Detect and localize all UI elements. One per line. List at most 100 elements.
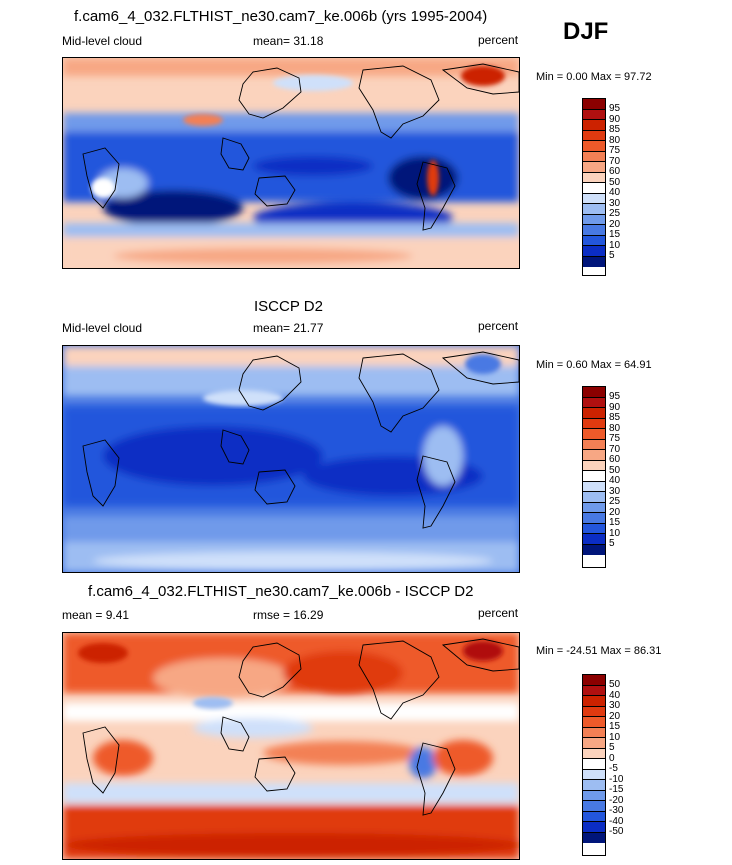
colorbar-swatch: [583, 225, 605, 236]
isccp-cloud-map: [62, 345, 520, 573]
colorbar-swatch: [583, 130, 605, 141]
colorbar-label: 50: [609, 464, 621, 476]
colorbar-label: -40: [609, 815, 624, 827]
colorbar-label: 80: [609, 422, 621, 434]
colorbar-label: -50: [609, 826, 624, 837]
colorbar-swatch: [583, 141, 605, 152]
colorbar-label: 5: [609, 538, 615, 549]
colorbar-swatch: [583, 418, 605, 429]
colorbar-swatch: [583, 769, 605, 780]
panel3-units-label: percent: [478, 606, 519, 620]
colorbar-label: 80: [609, 134, 621, 146]
colorbar-swatch: [583, 151, 605, 162]
colorbar-swatch: [583, 450, 605, 461]
colorbar-swatch: [583, 256, 605, 267]
panel3-rmse-label: rmse = 16.29: [253, 608, 324, 622]
panel1-minmax: Min = 0.00 Max = 97.72: [536, 71, 652, 83]
colorbar-label: 30: [609, 197, 621, 209]
colorbar-label: 15: [609, 517, 621, 528]
colorbar-swatch: [583, 832, 605, 843]
colorbar-swatch: [583, 439, 605, 450]
colorbar-swatch: [583, 471, 605, 482]
colorbar-label: 75: [609, 433, 621, 444]
difference-map: [62, 632, 520, 860]
colorbar-swatch: [583, 204, 605, 215]
colorbar-swatch: [583, 397, 605, 408]
colorbar-label: 20: [609, 218, 621, 230]
colorbar-label: 40: [609, 475, 621, 486]
colorbar-label: 40: [609, 187, 621, 198]
colorbar-label: 10: [609, 731, 621, 743]
colorbar-swatch: [583, 481, 605, 492]
colorbar-swatch: [583, 759, 605, 770]
colorbar-label: -15: [609, 784, 624, 795]
colorbar-label: 15: [609, 229, 621, 240]
colorbar-swatch: [583, 109, 605, 120]
model-cloud-map: [62, 57, 520, 269]
colorbar-label: 5: [609, 250, 615, 261]
isccp-colorbar: [582, 386, 606, 568]
figure-title: f.cam6_4_032.FLTHIST_ne30.cam7_ke.006b (…: [74, 8, 488, 25]
colorbar-label: 10: [609, 527, 621, 539]
colorbar-label: 30: [609, 700, 621, 711]
colorbar-swatch: [583, 748, 605, 759]
panel3-mean-label: mean = 9.41: [62, 608, 130, 622]
colorbar-swatch: [583, 387, 605, 398]
colorbar-swatch: [583, 544, 605, 555]
colorbar-swatch: [583, 502, 605, 513]
colorbar-swatch: [583, 534, 605, 545]
colorbar-swatch: [583, 706, 605, 717]
panel1-variable-label: Mid-level cloud: [62, 34, 143, 48]
isccp-colorbar-labels: 95 90 85 80 75 70 60 50 40 30 25 20 15 1…: [609, 391, 621, 550]
colorbar-swatch: [583, 523, 605, 534]
colorbar-label: -30: [609, 805, 624, 816]
colorbar-label: 25: [609, 208, 621, 219]
isccp-cloud-field: [63, 346, 519, 572]
colorbar-swatch: [583, 408, 605, 419]
colorbar-label: 25: [609, 496, 621, 507]
colorbar-swatch: [583, 235, 605, 246]
colorbar-swatch: [583, 183, 605, 194]
panel1-units-label: percent: [478, 33, 519, 47]
model-colorbar: [582, 98, 606, 276]
colorbar-swatch: [583, 193, 605, 204]
colorbar-label: 5: [609, 742, 615, 753]
colorbar-swatch: [583, 246, 605, 257]
colorbar-swatch: [583, 780, 605, 791]
colorbar-label: 70: [609, 443, 621, 455]
difference-colorbar: [582, 674, 606, 856]
colorbar-label: 85: [609, 124, 621, 135]
difference-field: [63, 633, 519, 859]
colorbar-label: 70: [609, 155, 621, 167]
colorbar-label: 75: [609, 145, 621, 156]
colorbar-label: 0: [609, 752, 615, 764]
coastline-outlines: [82, 63, 519, 231]
colorbar-label: 50: [609, 679, 621, 690]
colorbar-label: 10: [609, 239, 621, 251]
colorbar-label: 40: [609, 689, 621, 701]
colorbar-label: -5: [609, 763, 618, 774]
colorbar-swatch: [583, 790, 605, 801]
season-label: DJF: [563, 18, 609, 45]
coastline-outlines: [82, 351, 519, 529]
colorbar-label: 20: [609, 710, 621, 722]
panel3-title: f.cam6_4_032.FLTHIST_ne30.cam7_ke.006b -…: [88, 583, 474, 600]
colorbar-swatch: [583, 738, 605, 749]
panel2-title: ISCCP D2: [254, 298, 323, 315]
colorbar-swatch: [583, 460, 605, 471]
colorbar-swatch: [583, 801, 605, 812]
colorbar-label: 90: [609, 401, 621, 413]
colorbar-swatch: [583, 727, 605, 738]
colorbar-swatch: [583, 513, 605, 524]
colorbar-swatch: [583, 811, 605, 822]
model-colorbar-labels: 95 90 85 80 75 70 60 50 40 30 25 20 15 1…: [609, 103, 621, 262]
difference-colorbar-labels: 50 40 30 20 15 10 5 0 -5 -10 -15 -20 -30…: [609, 679, 624, 838]
panel2-units-label: percent: [478, 319, 519, 333]
colorbar-label: 15: [609, 721, 621, 732]
colorbar-label: -20: [609, 794, 624, 806]
colorbar-label: -10: [609, 773, 624, 785]
colorbar-swatch: [583, 492, 605, 503]
colorbar-label: 30: [609, 485, 621, 497]
colorbar-label: 95: [609, 391, 621, 402]
colorbar-label: 85: [609, 412, 621, 423]
